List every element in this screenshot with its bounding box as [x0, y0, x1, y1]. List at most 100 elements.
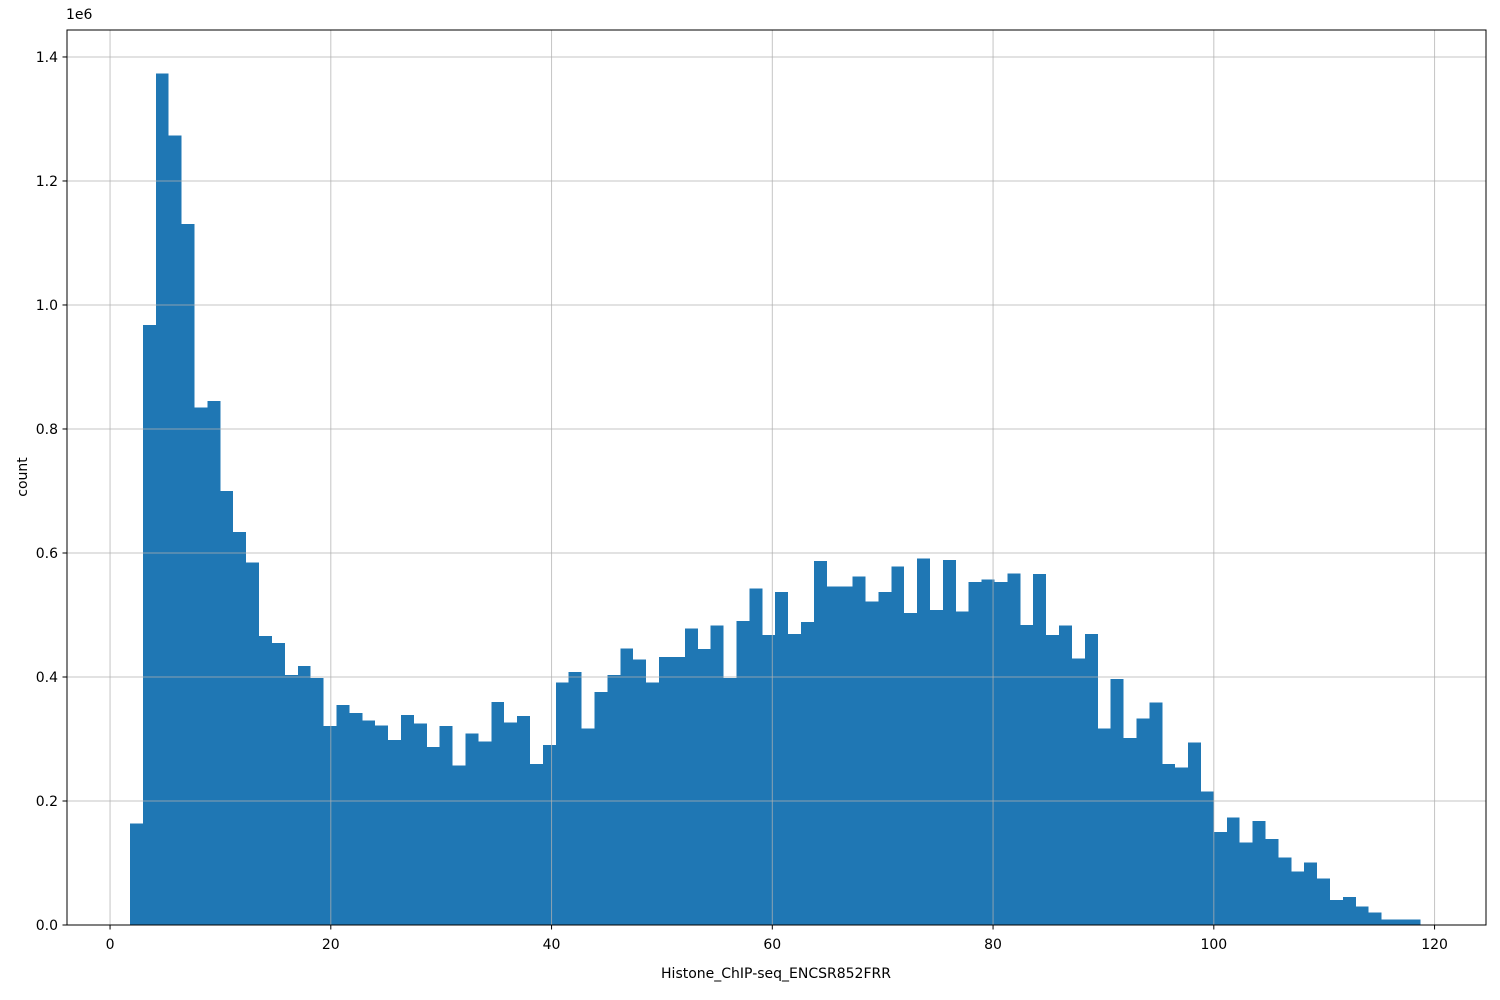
histogram-bar [1059, 625, 1072, 925]
histogram-bar [1342, 897, 1356, 925]
histogram-bar [1136, 718, 1150, 925]
plot-border [66, 29, 1487, 926]
histogram-bar [581, 728, 595, 925]
y-tick-label: 0.8 [36, 422, 58, 438]
histogram-bar [1110, 678, 1124, 925]
histogram-bar [736, 621, 750, 925]
histogram-bar [413, 723, 427, 925]
histogram-bar [594, 691, 608, 925]
y-tick-label: 1.4 [36, 50, 58, 66]
histogram-bar [478, 741, 492, 925]
histogram-bar [800, 621, 814, 925]
histogram-bar [1304, 862, 1318, 925]
histogram-bar [555, 682, 569, 925]
histogram-bar [259, 636, 272, 925]
histogram-bar [439, 725, 453, 925]
histogram-bar [517, 716, 531, 925]
histogram-bar [452, 765, 466, 925]
histogram-bar [1226, 817, 1240, 925]
y-tick-label: 0.6 [36, 546, 58, 562]
histogram-bar [207, 401, 221, 926]
y-tick-label: 0.2 [36, 794, 58, 810]
histogram-bar [426, 747, 440, 925]
histogram-bar [659, 657, 672, 925]
histogram-bar [620, 648, 634, 925]
histogram-bar [168, 135, 182, 925]
histogram-bar [542, 745, 556, 925]
histogram-bar [142, 324, 156, 925]
histogram-bar [826, 586, 840, 925]
histogram-bar [710, 625, 724, 925]
histogram-bar [671, 657, 685, 925]
y-tick-label: 1.0 [36, 298, 58, 314]
histogram-bar [491, 701, 505, 925]
histogram-bar [1123, 737, 1137, 925]
y-tick-label: 0.0 [36, 918, 58, 934]
histogram-bar [1046, 634, 1060, 925]
histogram-bar [375, 725, 389, 925]
histogram-bar [1394, 919, 1408, 925]
histogram-bar [839, 586, 853, 925]
histogram-bar [1149, 702, 1163, 925]
histogram-bar [775, 592, 789, 925]
y-tick-label: 0.4 [36, 670, 58, 686]
histogram-bar [1355, 906, 1369, 925]
histogram-bar [349, 712, 363, 925]
histogram-bar [1252, 820, 1266, 925]
histogram-bar [1188, 742, 1201, 925]
histogram-bar [336, 704, 350, 925]
x-tick-label: 100 [1200, 937, 1227, 953]
histogram-bar [1265, 838, 1279, 925]
histogram-bar [1033, 574, 1047, 925]
histogram-bar [930, 610, 943, 925]
x-tick-label: 80 [984, 937, 1002, 953]
histogram-bar [1020, 624, 1034, 925]
histogram-bar [813, 561, 827, 925]
histogram-bar [504, 722, 518, 925]
histogram-bar [981, 579, 995, 925]
x-tick-label: 120 [1421, 937, 1448, 953]
histogram-bar [233, 531, 247, 925]
histogram-bar [1162, 763, 1176, 925]
histogram-bar [723, 678, 737, 925]
histogram-bar [530, 763, 543, 925]
histogram-bar [388, 740, 401, 925]
histogram-bar [284, 675, 298, 925]
histogram-bar [194, 407, 208, 925]
histogram-bar [1084, 634, 1098, 925]
histogram-bar [130, 823, 143, 925]
histogram-bar [684, 628, 698, 925]
histogram-bar [1175, 767, 1189, 925]
histogram-bar [1071, 658, 1085, 925]
histogram-bar [865, 601, 879, 925]
histogram-bar [323, 725, 337, 925]
x-tick-label: 0 [106, 937, 115, 953]
histogram-bar [607, 675, 621, 925]
histogram-bar [310, 678, 324, 925]
histogram-bar [568, 672, 582, 925]
histogram-bar [1213, 831, 1227, 925]
x-tick-label: 20 [322, 937, 340, 953]
histogram-bar [878, 592, 892, 925]
histogram-bar [955, 611, 969, 925]
bars-group [130, 73, 1421, 926]
histogram-bar [994, 582, 1008, 925]
histogram-bar [852, 576, 866, 925]
histogram-bar [942, 559, 956, 925]
x-axis-label: Histone_ChIP-seq_ENCSR852FRR [661, 966, 891, 982]
histogram-bar [788, 634, 801, 925]
y-axis-offset-label: 1e6 [66, 7, 93, 23]
histogram-bar [762, 634, 776, 925]
histogram-bar [749, 588, 763, 925]
y-tick-label: 1.2 [36, 174, 58, 190]
x-tick-label: 40 [543, 937, 561, 953]
histogram-bar [1200, 791, 1214, 925]
histogram-bar [917, 558, 931, 925]
histogram-bar [968, 582, 982, 925]
histogram-bar [155, 73, 169, 925]
histogram-bar [891, 566, 905, 925]
histogram-bar [633, 659, 647, 925]
histogram-bar [362, 720, 376, 925]
